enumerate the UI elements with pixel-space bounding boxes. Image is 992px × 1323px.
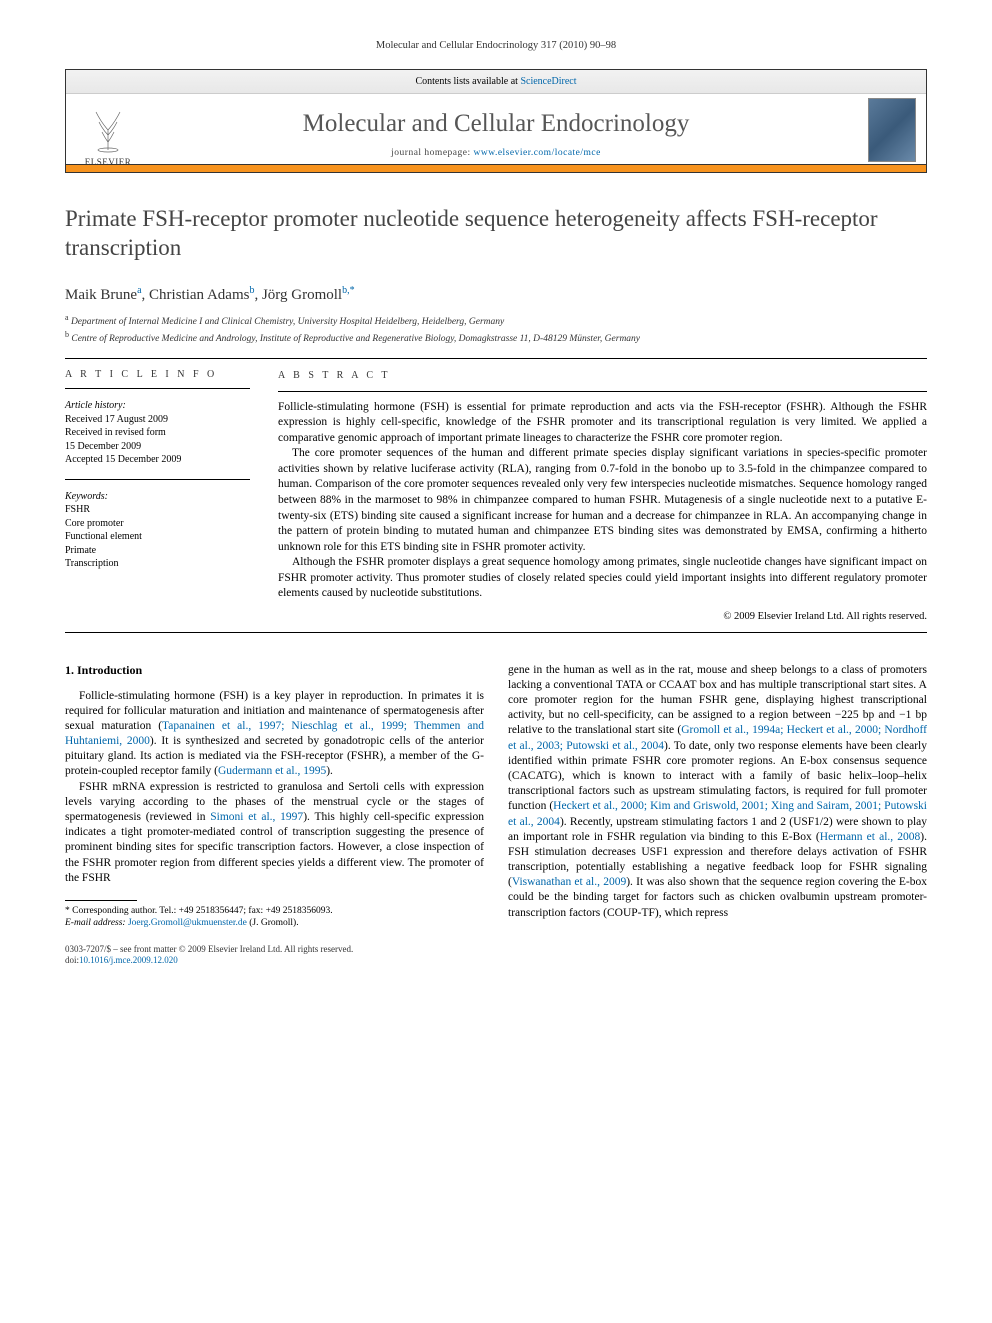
keyword: Primate [65,544,250,558]
body-p2: FSHR mRNA expression is restricted to gr… [65,780,484,886]
text: ). [326,765,333,777]
journal-title: Molecular and Cellular Endocrinology [146,110,846,138]
keyword: FSHR [65,503,250,517]
email-who: (J. Gromoll). [247,918,299,928]
author-2-aff: b [249,285,254,296]
affiliation-a: Department of Internal Medicine I and Cl… [71,317,504,327]
accent-bar [66,164,926,172]
author-2: Christian Adams [149,287,249,303]
author-list: Maik Brunea, Christian Adamsb, Jörg Grom… [65,285,927,304]
body-p3: gene in the human as well as in the rat,… [508,663,927,921]
article-history: Article history: Received 17 August 2009… [65,399,250,467]
abstract-p2: The core promoter sequences of the human… [278,446,927,555]
rule-info-2 [65,479,250,480]
affiliations: a Department of Internal Medicine I and … [65,312,927,347]
abstract-heading: A B S T R A C T [278,369,927,383]
keywords-block: Keywords: FSHR Core promoter Functional … [65,490,250,571]
journal-homepage: journal homepage: www.elsevier.com/locat… [146,148,846,158]
history-line: Accepted 15 December 2009 [65,453,250,467]
rule-info-1 [65,388,250,389]
article-title: Primate FSH-receptor promoter nucleotide… [65,205,927,263]
keywords-label: Keywords: [65,490,250,504]
author-1: Maik Brune [65,287,137,303]
affiliation-b: Centre of Reproductive Medicine and Andr… [71,334,640,344]
corresponding-mark: * [350,285,355,296]
contents-text: Contents lists available at [415,76,520,87]
abstract-p3: Although the FSHR promoter displays a gr… [278,555,927,602]
body-p1: Follicle-stimulating hormone (FSH) is a … [65,689,484,780]
email-label: E-mail address: [65,918,126,928]
keyword: Core promoter [65,517,250,531]
article-info-heading: A R T I C L E I N F O [65,369,250,380]
publisher-name: ELSEVIER [76,157,140,167]
sciencedirect-link[interactable]: ScienceDirect [520,76,576,87]
abstract-copyright: © 2009 Elsevier Ireland Ltd. All rights … [278,610,927,624]
history-line: Received in revised form [65,426,250,440]
keyword: Transcription [65,557,250,571]
footnotes: * Corresponding author. Tel.: +49 251835… [65,905,484,930]
citation-link[interactable]: Hermann et al., 2008 [820,831,921,843]
doi-label: doi: [65,955,79,965]
article-info-column: A R T I C L E I N F O Article history: R… [65,369,250,623]
author-3: Jörg Gromoll [262,287,342,303]
running-head: Molecular and Cellular Endocrinology 317… [65,40,927,51]
section-heading: 1. Introduction [65,663,484,679]
rule-abstract [278,391,927,392]
journal-masthead: Contents lists available at ScienceDirec… [65,69,927,173]
citation-link[interactable]: Simoni et al., 1997 [210,811,303,823]
footer-meta: 0303-7207/$ – see front matter © 2009 El… [65,944,927,967]
history-line: Received 17 August 2009 [65,413,250,427]
section-title: Introduction [77,663,142,677]
doi-link[interactable]: 10.1016/j.mce.2009.12.020 [79,955,178,965]
footnote-separator [65,900,137,901]
rule-bottom [65,632,927,633]
rule-top [65,358,927,359]
citation-link[interactable]: Viswanathan et al., 2009 [512,876,626,888]
homepage-label: journal homepage: [391,148,473,158]
abstract-p1: Follicle-stimulating hormone (FSH) is es… [278,400,927,447]
article-body: 1. Introduction Follicle-stimulating hor… [65,663,927,930]
history-line: 15 December 2009 [65,440,250,454]
citation-link[interactable]: Gudermann et al., 1995 [218,765,326,777]
section-number: 1. [65,663,74,677]
issn-line: 0303-7207/$ – see front matter © 2009 El… [65,944,927,956]
author-1-aff: a [137,285,141,296]
keyword: Functional element [65,530,250,544]
author-3-aff: b, [342,285,350,296]
journal-cover-thumbnail [868,98,916,162]
elsevier-tree-icon [81,100,135,154]
abstract-column: A B S T R A C T Follicle-stimulating hor… [278,369,927,623]
contents-line: Contents lists available at ScienceDirec… [66,70,926,94]
history-label: Article history: [65,399,250,413]
publisher-logo: ELSEVIER [76,100,140,167]
corresponding-author-note: * Corresponding author. Tel.: +49 251835… [65,905,484,917]
email-link[interactable]: Joerg.Gromoll@ukmuenster.de [128,918,247,928]
homepage-link[interactable]: www.elsevier.com/locate/mce [473,148,600,158]
